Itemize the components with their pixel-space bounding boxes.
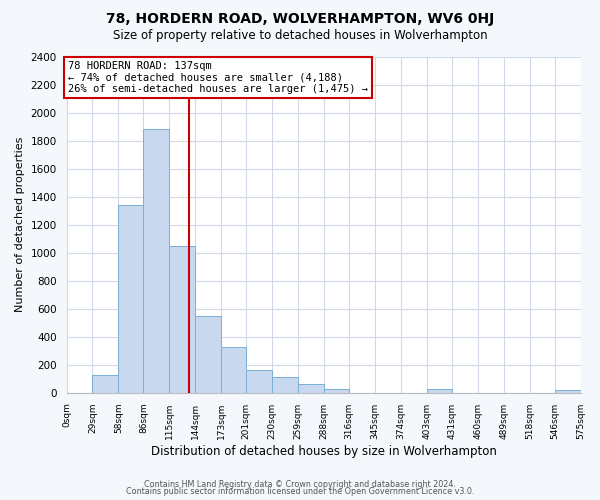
Bar — [554, 390, 581, 393]
Bar — [298, 384, 324, 393]
Bar — [118, 205, 143, 393]
Bar — [92, 374, 118, 393]
Text: 78, HORDERN ROAD, WOLVERHAMPTON, WV6 0HJ: 78, HORDERN ROAD, WOLVERHAMPTON, WV6 0HJ — [106, 12, 494, 26]
Y-axis label: Number of detached properties: Number of detached properties — [15, 137, 25, 312]
Bar — [169, 246, 195, 393]
Text: Contains public sector information licensed under the Open Government Licence v3: Contains public sector information licen… — [126, 488, 474, 496]
Bar — [246, 370, 272, 393]
Bar — [272, 378, 298, 393]
Bar — [143, 130, 169, 393]
Text: Contains HM Land Registry data © Crown copyright and database right 2024.: Contains HM Land Registry data © Crown c… — [144, 480, 456, 489]
X-axis label: Distribution of detached houses by size in Wolverhampton: Distribution of detached houses by size … — [151, 444, 496, 458]
Text: 78 HORDERN ROAD: 137sqm
← 74% of detached houses are smaller (4,188)
26% of semi: 78 HORDERN ROAD: 137sqm ← 74% of detache… — [68, 60, 368, 94]
Bar — [324, 388, 349, 393]
Bar — [427, 390, 452, 393]
Bar — [221, 346, 246, 393]
Text: Size of property relative to detached houses in Wolverhampton: Size of property relative to detached ho… — [113, 29, 487, 42]
Bar — [195, 316, 221, 393]
